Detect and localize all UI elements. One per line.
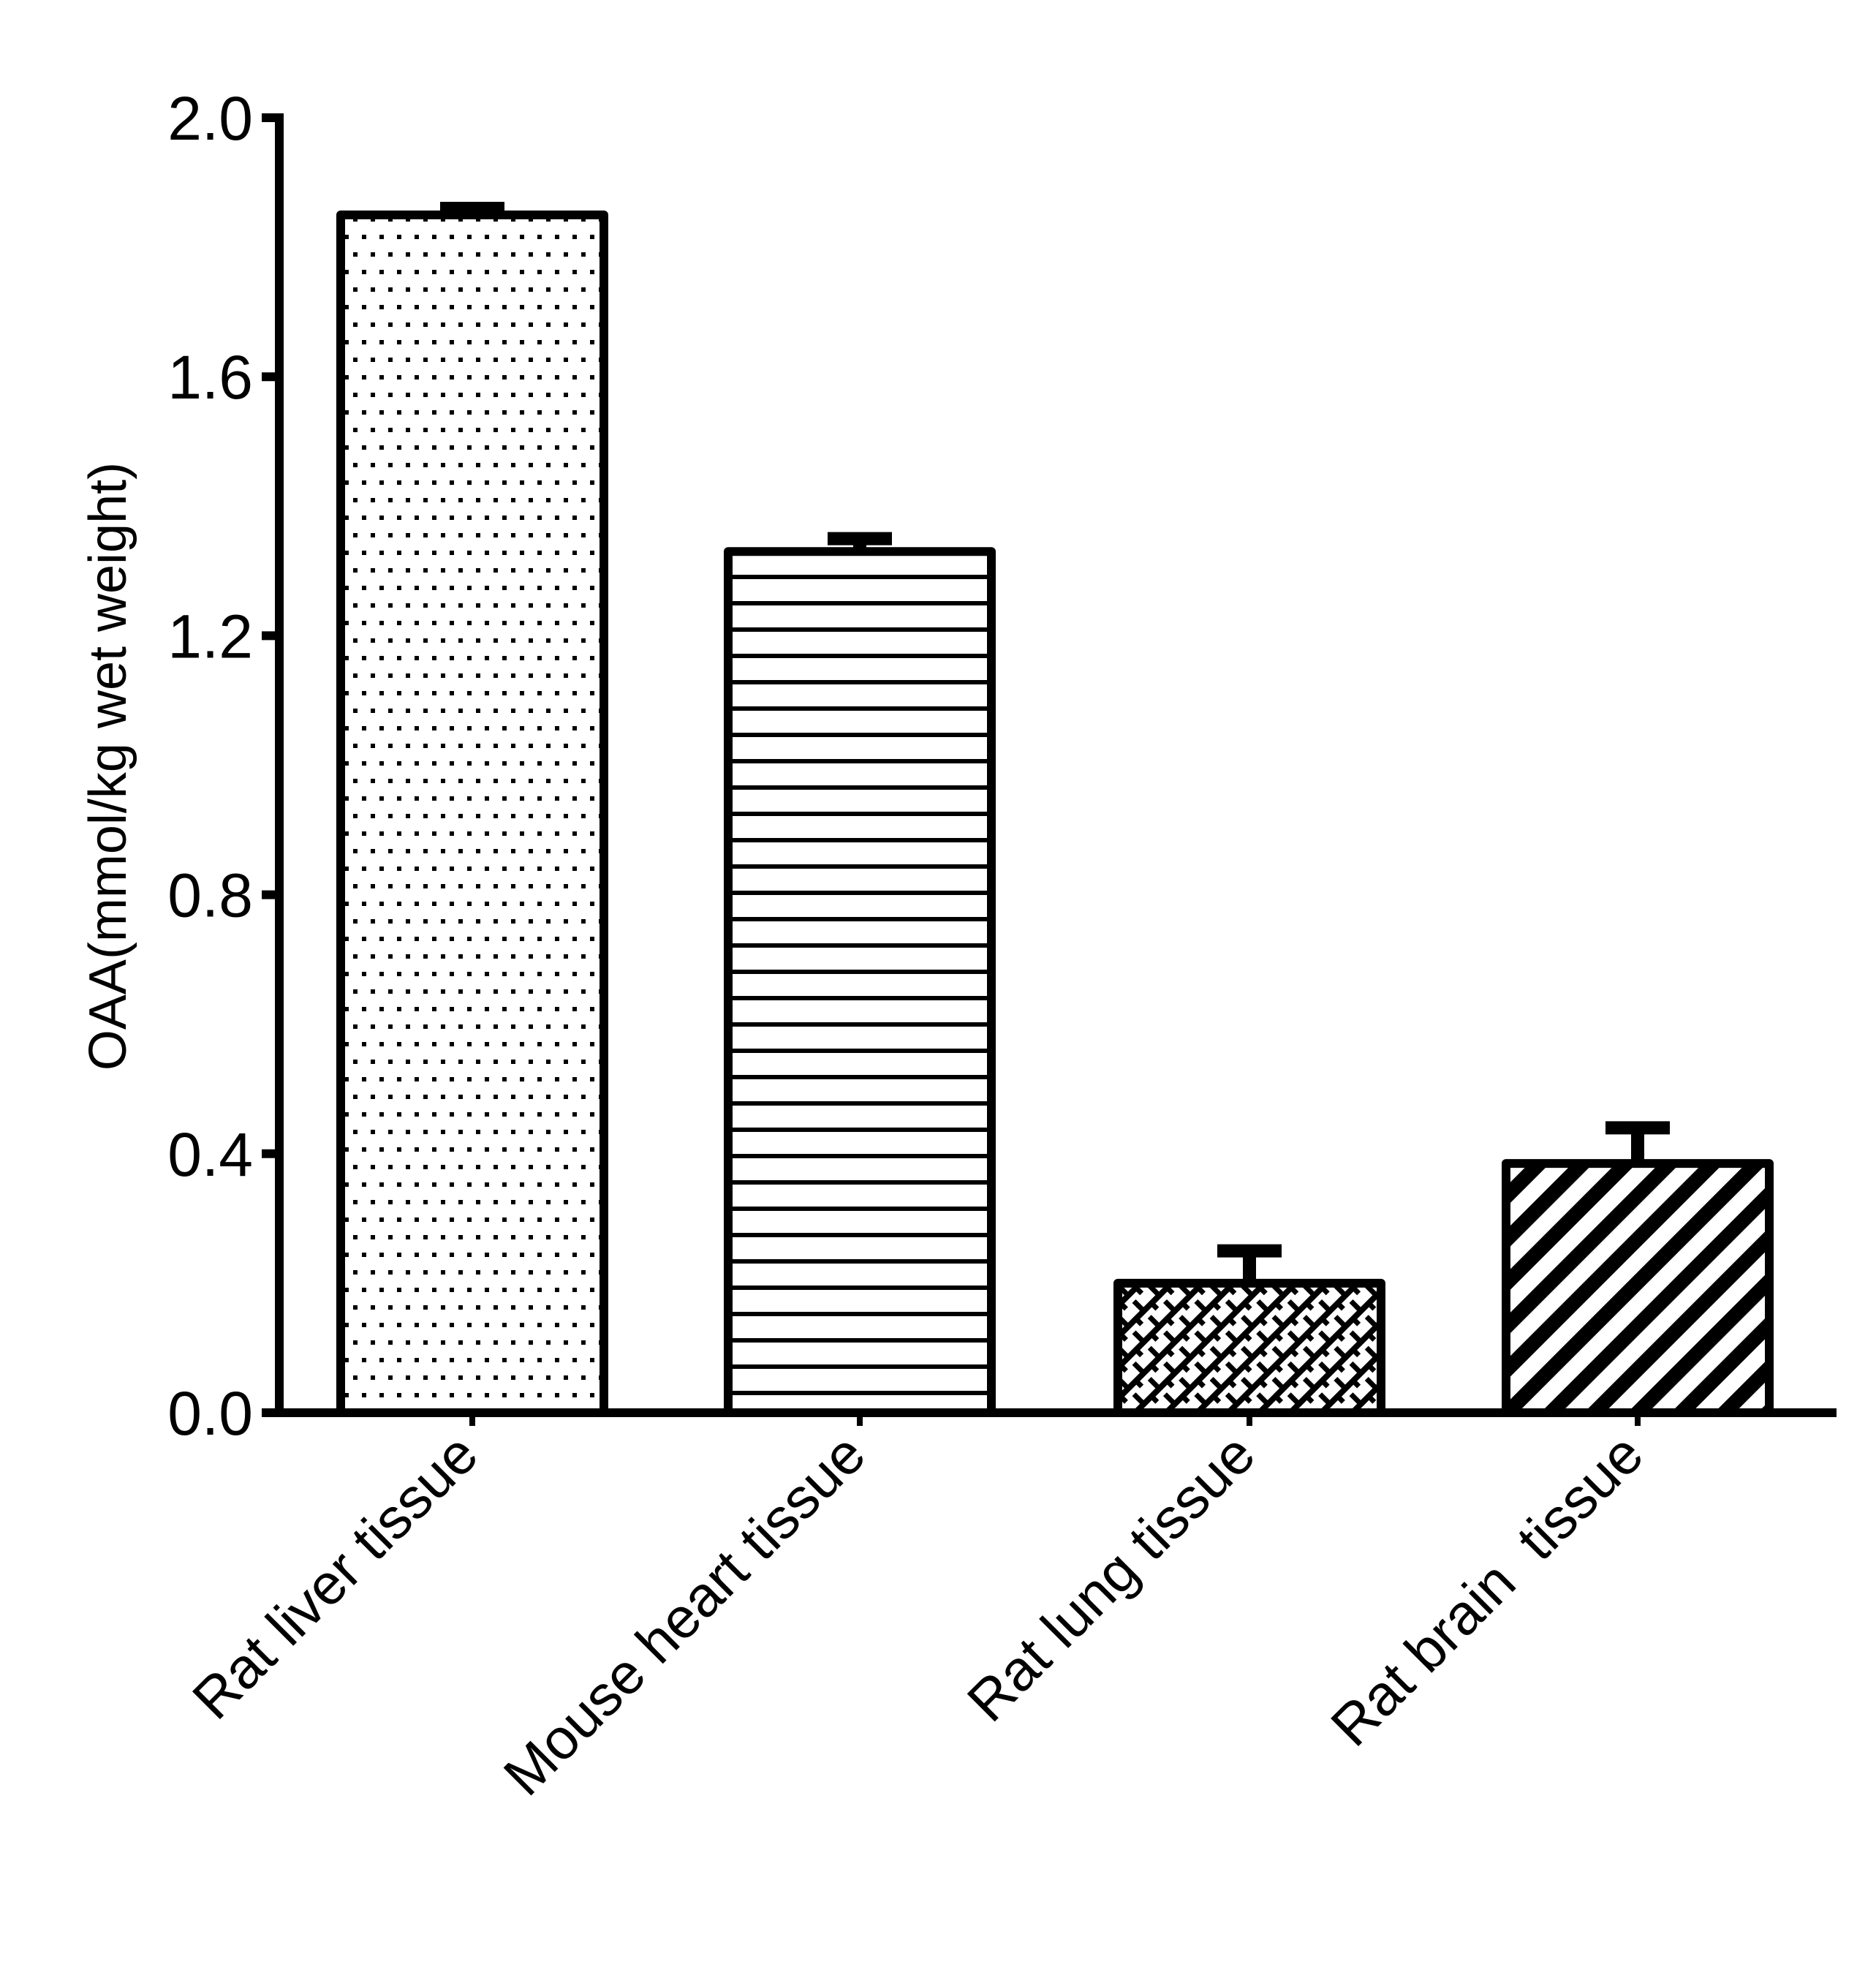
bar-3: [1113, 1244, 1385, 1418]
bar-4: [1502, 1121, 1774, 1418]
axes: [262, 113, 1837, 1426]
bars: [336, 201, 1774, 1418]
x-category-label: Rat brain tissue: [1318, 1422, 1655, 1759]
y-tick-label: 1.6: [167, 343, 253, 412]
x-category-label: Mouse heart tissue: [491, 1422, 877, 1808]
bar-1: [336, 201, 608, 1418]
x-category-label: Rat liver tissue: [180, 1422, 490, 1732]
bar-rect: [336, 210, 608, 1418]
y-tick-label: 0.8: [167, 861, 253, 930]
x-category-label: Rat lung tissue: [955, 1422, 1267, 1734]
y-tick-label: 0.4: [167, 1120, 253, 1189]
bar-rect: [1502, 1159, 1774, 1418]
y-tick-label: 1.2: [167, 602, 253, 671]
y-tick-label: 0.0: [167, 1379, 253, 1448]
y-tick-label: 2.0: [167, 84, 253, 153]
bar-rect: [1113, 1278, 1385, 1418]
y-axis-title: OAA(mmol/kg wet weight): [79, 462, 137, 1071]
bar-2: [724, 532, 996, 1417]
bar-rect: [724, 547, 996, 1417]
